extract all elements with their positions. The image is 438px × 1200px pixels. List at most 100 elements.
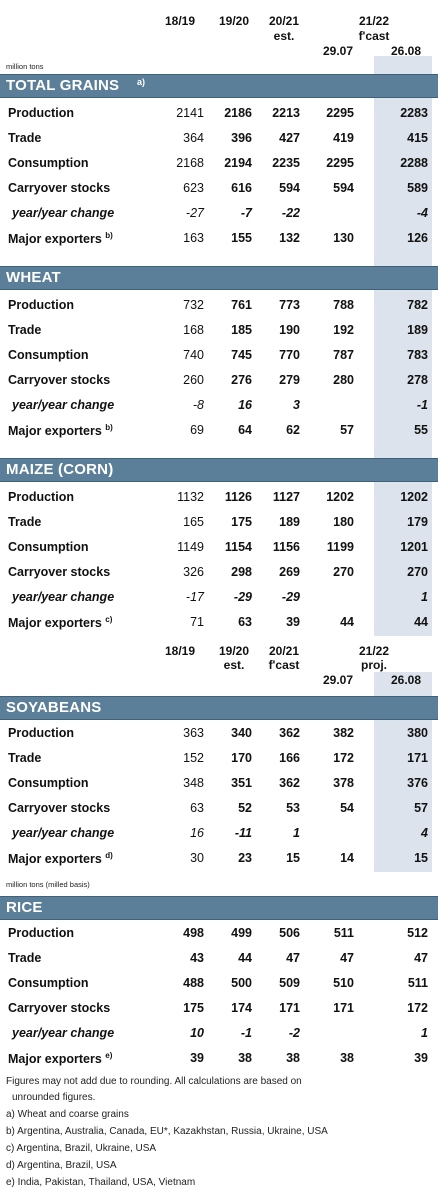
footnote-line: b) Argentina, Australia, Canada, EU*, Ka… [6,1126,328,1137]
row-label-text: Consumption [8,976,89,990]
cell-value: 16 [238,398,252,412]
cell-value: 2295 [326,156,354,170]
row-label: year/year change [12,826,114,840]
cell-value: 782 [407,298,428,312]
cell-value: 616 [231,181,252,195]
cell-value: 1201 [400,540,428,554]
section-title: MAIZE (CORN) [6,461,114,478]
cell-value: 270 [333,565,354,579]
row-label: Production [8,298,74,312]
table-row: Trade 168 185 190 192 189 [0,318,438,343]
cell-value: 509 [279,976,300,990]
cell-value: 280 [333,373,354,387]
row-label: Trade [8,131,41,145]
row-label: Consumption [8,776,89,790]
section-title-bar: MAIZE (CORN) [0,458,438,482]
cell-value: 278 [407,373,428,387]
cell-value: 362 [279,726,300,740]
cell-value: 2235 [272,156,300,170]
cell-value: 166 [279,751,300,765]
col-2608: 26.08 [390,673,422,687]
col-2021: 20/21 [268,14,300,28]
row-label-text: year/year change [12,826,115,840]
cell-value: 44 [238,951,252,965]
cell-value: 1126 [224,490,252,504]
section-title-note: a) [137,77,146,87]
row-label: year/year change [12,398,114,412]
col-1819: 18/19 [164,14,196,28]
cell-value: 185 [231,323,252,337]
cell-value: 773 [279,298,300,312]
cell-value: 2283 [400,106,428,120]
col-1920: 19/20 [218,14,250,28]
cell-value: 770 [279,348,300,362]
rice-unit-label: million tons (milled basis) [6,880,90,889]
row-label-note: c) [105,615,113,624]
cell-value: 761 [231,298,252,312]
cell-value: 15 [414,851,428,865]
cell-value: 415 [407,131,428,145]
col-2021: 20/21 [268,644,300,658]
cell-value: 419 [333,131,354,145]
cell-value: -8 [192,398,204,412]
cell-value: 190 [279,323,300,337]
section-title-bar: WHEAT [0,266,438,290]
cell-value: 126 [407,231,428,245]
cell-value: -29 [281,590,300,604]
cell-value: 38 [238,1051,252,1065]
row-label-text: Consumption [8,776,89,790]
cell-value: 594 [333,181,354,195]
cell-value: 2168 [176,156,204,170]
cell-value: -1 [416,398,428,412]
row-label-note: b) [105,423,113,432]
cell-value: -1 [240,1026,252,1040]
table-row: Production 732 761 773 788 782 [0,293,438,318]
col-2021-sub: est. [273,29,295,43]
cell-value: 376 [407,776,428,790]
cell-value: 745 [231,348,252,362]
cell-value: 39 [190,1051,204,1065]
col-1920-sub: est. [223,658,245,672]
cell-value: 10 [190,1026,204,1040]
row-label-text: Carryover stocks [8,565,111,579]
cell-value: 4 [421,826,428,840]
cell-value: 1202 [400,490,428,504]
cell-value: 38 [340,1051,354,1065]
cell-value: 63 [190,801,204,815]
cell-value: -29 [233,590,252,604]
table-row: Production 1132 1126 1127 1202 1202 [0,485,438,510]
cell-value: 488 [183,976,204,990]
cell-value: 163 [183,231,204,245]
cell-value: 260 [183,373,204,387]
table-row: Production 498 499 506 511 512 [0,921,438,946]
cell-value: 512 [407,926,428,940]
cell-value: 15 [286,851,300,865]
cell-value: 2295 [326,106,354,120]
row-label-text: Carryover stocks [8,373,111,387]
cell-value: 2186 [224,106,252,120]
cell-value: 589 [407,181,428,195]
row-label-text: Production [8,106,74,120]
col-2608: 26.08 [390,44,422,58]
section-title-bar: RICE [0,896,438,920]
cell-value: 171 [279,1001,300,1015]
row-label-text: year/year change [12,590,115,604]
cell-value: 511 [407,976,428,990]
cell-value: 57 [414,801,428,815]
cell-value: 171 [407,751,428,765]
cell-value: 498 [183,926,204,940]
cell-value: 506 [279,926,300,940]
cell-value: 348 [183,776,204,790]
row-label: Consumption [8,976,89,990]
table-row: Major exporters b) 163 155 132 130 126 [0,226,438,251]
cell-value: 1156 [272,540,300,554]
cell-value: 340 [231,726,252,740]
table-row: year/year change -17 -29 -29 1 [0,585,438,610]
cell-value: 269 [279,565,300,579]
cell-value: -7 [240,206,252,220]
cell-value: 382 [333,726,354,740]
row-label: Trade [8,751,41,765]
cell-value: 787 [333,348,354,362]
row-label: Carryover stocks [8,373,110,387]
cell-value: 1132 [177,490,204,504]
